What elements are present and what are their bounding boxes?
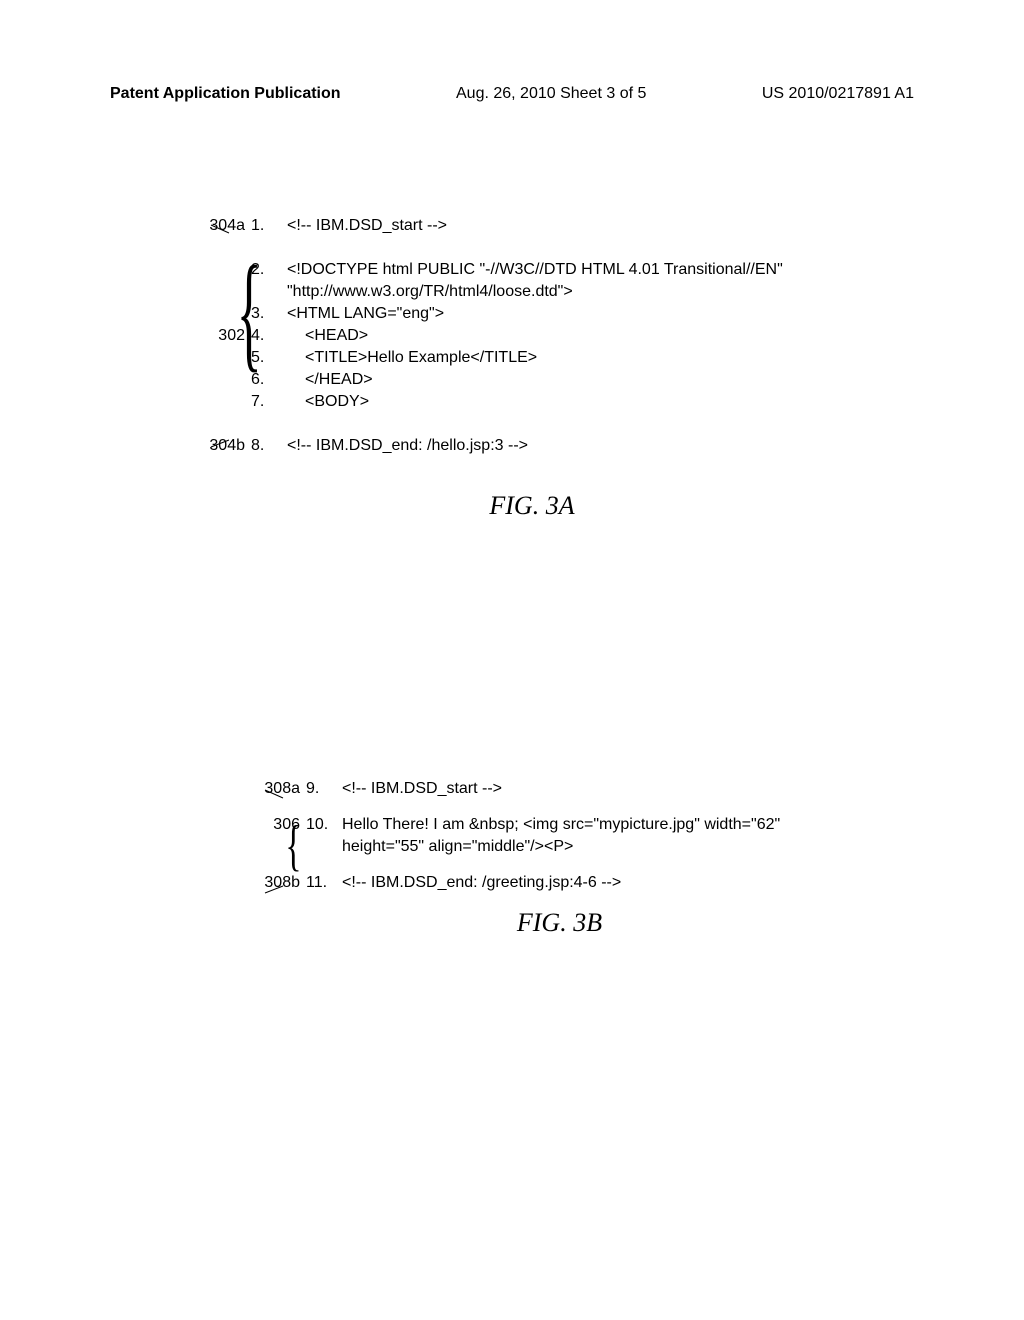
code-2b: "http://www.w3.org/TR/html4/loose.dtd"> (287, 283, 914, 301)
figure-3b-caption: FIG. 3B (205, 908, 914, 938)
code-row-4: 302 4. <HEAD> (150, 327, 914, 345)
code-5: <TITLE>Hello Example</TITLE> (287, 349, 914, 367)
code-row-8: 304b 8. <!-- IBM.DSD_end: /hello.jsp:3 -… (150, 437, 914, 455)
line-num-1: 1. (251, 217, 287, 235)
figure-3a: 304a 1. <!-- IBM.DSD_start --> 2. <!DOCT… (150, 217, 914, 521)
code-row-10: 306 10. Hello There! I am &nbsp; <img sr… (205, 816, 914, 834)
page-header: Patent Application Publication Aug. 26, … (110, 85, 914, 103)
code-4: <HEAD> (287, 327, 914, 345)
line-num-11: 11. (306, 874, 342, 892)
header-right: US 2010/0217891 A1 (762, 85, 914, 103)
lead-lines-svg (0, 0, 1024, 1320)
code-9: <!-- IBM.DSD_start --> (342, 780, 914, 798)
header-left: Patent Application Publication (110, 85, 341, 103)
ref-304b: 304b (150, 437, 251, 455)
code-row-6: 6. </HEAD> (150, 371, 914, 389)
brace-302: { (237, 260, 262, 364)
figure-3b: 308a 9. <!-- IBM.DSD_start --> 306 10. H… (205, 780, 914, 938)
code-1: <!-- IBM.DSD_start --> (287, 217, 914, 235)
code-3: <HTML LANG="eng"> (287, 305, 914, 323)
code-row-7: 7. <BODY> (150, 393, 914, 411)
line-num-8: 8. (251, 437, 287, 455)
figure-3a-caption: FIG. 3A (150, 491, 914, 521)
code-row-1: 304a 1. <!-- IBM.DSD_start --> (150, 217, 914, 235)
code-10b: height="55" align="middle"/><P> (342, 838, 914, 856)
code-row-2: 2. <!DOCTYPE html PUBLIC "-//W3C//DTD HT… (150, 261, 914, 279)
code-11: <!-- IBM.DSD_end: /greeting.jsp:4-6 --> (342, 874, 914, 892)
ref-308a: 308a (205, 780, 306, 798)
brace-306: { (285, 824, 301, 869)
code-2a: <!DOCTYPE html PUBLIC "-//W3C//DTD HTML … (287, 261, 914, 279)
code-7: <BODY> (287, 393, 914, 411)
code-6: </HEAD> (287, 371, 914, 389)
code-10a: Hello There! I am &nbsp; <img src="mypic… (342, 816, 914, 834)
code-row-5: 5. <TITLE>Hello Example</TITLE> (150, 349, 914, 367)
code-row-9: 308a 9. <!-- IBM.DSD_start --> (205, 780, 914, 798)
code-row-10b: height="55" align="middle"/><P> (205, 838, 914, 856)
code-row-3: 3. <HTML LANG="eng"> (150, 305, 914, 323)
code-row-2b: "http://www.w3.org/TR/html4/loose.dtd"> (150, 283, 914, 301)
code-row-11: 308b 11. <!-- IBM.DSD_end: /greeting.jsp… (205, 874, 914, 892)
line-num-9: 9. (306, 780, 342, 798)
header-middle: Aug. 26, 2010 Sheet 3 of 5 (456, 85, 646, 103)
code-8: <!-- IBM.DSD_end: /hello.jsp:3 --> (287, 437, 914, 455)
ref-304a: 304a (150, 217, 251, 235)
line-num-10: 10. (306, 816, 342, 834)
line-num-7: 7. (251, 393, 287, 411)
